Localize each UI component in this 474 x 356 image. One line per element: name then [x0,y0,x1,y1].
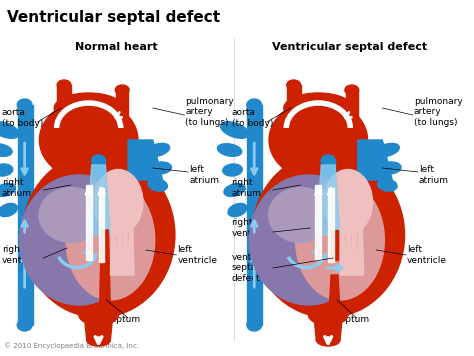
Text: aorta
(to body): aorta (to body) [232,108,273,128]
Text: left
ventricle: left ventricle [177,245,218,265]
Polygon shape [116,195,122,275]
Polygon shape [18,105,33,325]
Polygon shape [87,165,110,235]
Polygon shape [84,310,113,340]
Polygon shape [247,105,262,325]
Ellipse shape [0,144,12,156]
Text: Ventricular septal defect: Ventricular septal defect [272,42,428,52]
Ellipse shape [284,93,353,123]
Ellipse shape [249,175,367,305]
Polygon shape [110,195,116,275]
Ellipse shape [247,319,262,331]
Ellipse shape [224,184,245,197]
Polygon shape [358,195,364,275]
Ellipse shape [20,175,138,305]
Polygon shape [100,230,110,310]
Polygon shape [116,90,128,130]
Polygon shape [315,185,321,260]
Ellipse shape [79,305,118,325]
Text: © 2010 Encyclopaedia Britannica, Inc.: © 2010 Encyclopaedia Britannica, Inc. [4,342,139,349]
Polygon shape [329,275,340,310]
Ellipse shape [223,164,242,176]
Text: right
atrium: right atrium [232,178,262,198]
Ellipse shape [94,169,143,235]
Ellipse shape [247,99,262,111]
Text: pulmonary
artery
(to lungs): pulmonary artery (to lungs) [414,97,463,127]
Ellipse shape [345,85,359,95]
Text: left
atrium: left atrium [419,165,449,185]
Text: ventricular
septal
defect: ventricular septal defect [232,253,281,283]
Ellipse shape [269,188,333,242]
Polygon shape [91,160,105,225]
Ellipse shape [316,334,340,346]
Ellipse shape [150,162,172,174]
Polygon shape [358,140,392,180]
Polygon shape [331,230,338,260]
Polygon shape [287,85,301,130]
Polygon shape [328,188,334,262]
Text: septum: septum [335,315,369,325]
Ellipse shape [228,203,247,216]
Text: left
ventricle: left ventricle [407,245,447,265]
Polygon shape [352,195,358,275]
Ellipse shape [321,155,335,165]
Ellipse shape [0,184,16,197]
Ellipse shape [148,179,167,191]
Polygon shape [57,85,71,130]
Ellipse shape [0,164,13,176]
Polygon shape [86,185,91,260]
Polygon shape [316,165,340,235]
Text: right
ventricle: right ventricle [232,218,272,238]
Ellipse shape [323,169,373,235]
Text: aorta
(to body): aorta (to body) [2,108,43,128]
Ellipse shape [91,155,105,165]
Ellipse shape [377,179,397,191]
Ellipse shape [66,180,155,300]
Ellipse shape [296,180,384,300]
Ellipse shape [218,144,242,156]
Ellipse shape [287,80,301,90]
Polygon shape [99,188,104,262]
Ellipse shape [252,152,404,318]
Ellipse shape [39,188,103,242]
Ellipse shape [269,100,367,180]
Ellipse shape [146,143,170,157]
Ellipse shape [17,319,32,331]
Polygon shape [346,90,358,130]
Ellipse shape [57,80,71,90]
Text: right
ventricle: right ventricle [2,245,42,265]
Polygon shape [340,195,346,275]
Text: Ventricular septal defect: Ventricular septal defect [7,10,220,25]
Polygon shape [122,195,128,275]
Polygon shape [346,195,352,275]
Ellipse shape [0,203,18,216]
Polygon shape [313,310,343,340]
Text: septum: septum [107,315,141,325]
Ellipse shape [54,93,123,123]
Ellipse shape [39,100,138,180]
Ellipse shape [309,305,348,325]
Ellipse shape [17,99,32,111]
Ellipse shape [220,122,249,138]
Polygon shape [128,195,134,275]
Ellipse shape [0,122,19,138]
Ellipse shape [22,152,175,318]
Ellipse shape [115,85,129,95]
Text: Normal heart: Normal heart [75,42,157,52]
Polygon shape [128,140,163,180]
Ellipse shape [379,162,401,174]
Ellipse shape [87,334,110,346]
Ellipse shape [375,143,399,157]
Text: left
atrium: left atrium [189,165,219,185]
Text: pulmonary
artery
(to lungs): pulmonary artery (to lungs) [185,97,234,127]
Polygon shape [321,160,335,225]
Text: right
atrium: right atrium [2,178,32,198]
